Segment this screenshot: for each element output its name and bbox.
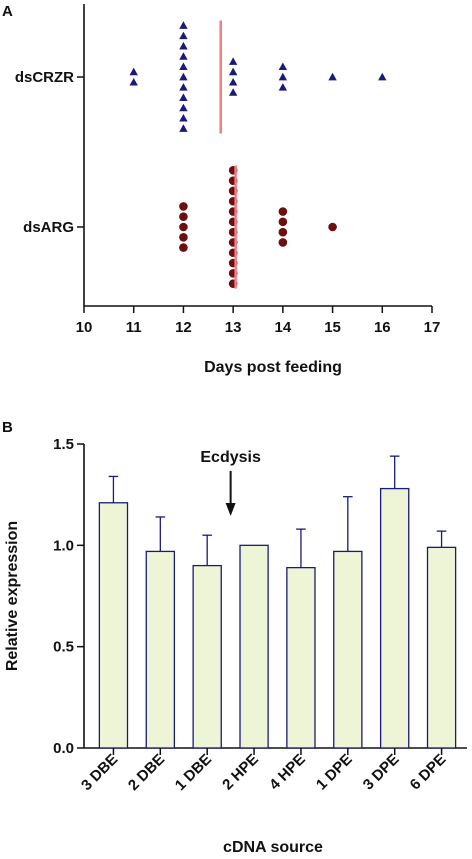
x-tick-label: 10	[76, 319, 93, 336]
bar	[426, 546, 457, 749]
panel-b-label: B	[2, 419, 13, 436]
x-tick-label: 2 DBE	[125, 751, 168, 794]
data-point-dsCRZR	[228, 67, 238, 76]
data-point-dsCRZR	[228, 77, 238, 86]
data-point-dsARG	[278, 217, 288, 227]
bar	[333, 550, 363, 749]
panel-b: B 0.0 0.5 1.0 1.5 3 DBE 2 DBE 1 DBE 2 HPE 4 HPE 1…	[2, 419, 467, 856]
data-point-dsCRZR	[179, 83, 188, 91]
bar	[239, 544, 269, 749]
bar	[192, 564, 222, 749]
x-tick-label: 17	[424, 319, 441, 336]
panel-b-plot: 0.0 0.5 1.0 1.5 3 DBE 2 DBE 1 DBE 2 HPE 4 HPE 1 D…	[53, 436, 467, 794]
ecdysis-arrow-head	[225, 503, 236, 516]
data-point-dsCRZR	[179, 124, 188, 132]
data-point-dsCRZR	[179, 21, 188, 29]
data-point-dsARG	[278, 227, 288, 237]
y-tick-label: 0.0	[53, 740, 74, 757]
data-point-dsARG	[179, 212, 188, 221]
x-tick-label: 4 HPE	[266, 751, 309, 794]
data-point-dsARG	[328, 222, 337, 232]
data-point-dsARG	[179, 243, 188, 252]
data-point-dsARG	[278, 207, 288, 216]
data-point-dsCRZR	[179, 52, 188, 60]
group-label-dsARG: dsARG	[23, 219, 74, 236]
x-tick-label: 2 HPE	[219, 751, 262, 794]
data-point-dsCRZR	[278, 72, 288, 81]
data-point-dsARG	[179, 233, 188, 242]
x-tick-label: 1 DBE	[172, 751, 215, 794]
x-tick-label: 14	[275, 319, 292, 336]
x-tick-label: 11	[126, 319, 142, 336]
data-point-dsCRZR	[328, 72, 337, 81]
x-tick-label: 6 DPE	[407, 751, 450, 794]
data-point-dsCRZR	[179, 62, 188, 71]
ecdysis-annotation: Ecdysis	[200, 449, 261, 466]
data-point-dsCRZR	[278, 62, 288, 71]
panel-a-plot: 10 11 12 13 14 15 16 17 dsCRZR dsARG	[15, 4, 441, 336]
data-point-dsCRZR	[129, 67, 138, 76]
panel-a-x-axis-title: Days post feeding	[204, 359, 342, 376]
data-point-dsCRZR	[179, 103, 188, 112]
bar	[145, 550, 176, 749]
x-tick-label: 15	[324, 319, 341, 336]
data-point-dsCRZR	[228, 57, 238, 65]
data-point-dsCRZR	[179, 41, 188, 50]
panel-b-x-axis-title: cDNA source	[223, 839, 323, 856]
data-point-dsCRZR	[228, 88, 238, 96]
panel-a-label: A	[2, 3, 13, 20]
data-point-dsCRZR	[179, 93, 188, 101]
panel-b-y-axis-title: Relative expression	[4, 521, 21, 671]
x-tick-label: 12	[175, 319, 192, 336]
data-point-dsCRZR	[179, 72, 188, 81]
x-tick-label: 3 DPE	[360, 751, 403, 794]
x-tick-label: 16	[374, 319, 391, 336]
data-point-dsARG	[179, 202, 188, 211]
bar	[379, 487, 410, 749]
data-point-dsARG	[179, 222, 188, 232]
bar	[286, 566, 316, 749]
x-tick-label: 13	[225, 319, 242, 336]
group-label-dsCRZR: dsCRZR	[15, 69, 74, 86]
data-point-dsARG	[278, 238, 288, 247]
x-tick-label: 3 DBE	[78, 751, 121, 794]
y-tick-label: 1.0	[53, 537, 74, 554]
y-tick-label: 0.5	[53, 639, 74, 656]
panel-a: A 10 11 12 13 14 15 16 17 dsCRZR dsARG Days post …	[2, 3, 440, 376]
data-point-dsCRZR	[129, 77, 138, 86]
data-point-dsCRZR	[179, 31, 188, 40]
data-point-dsCRZR	[278, 83, 288, 91]
x-tick-label: 1 DPE	[313, 751, 356, 794]
bar	[98, 502, 129, 749]
data-point-dsCRZR	[378, 72, 387, 81]
y-tick-label: 1.5	[53, 436, 74, 453]
data-point-dsCRZR	[179, 114, 188, 122]
